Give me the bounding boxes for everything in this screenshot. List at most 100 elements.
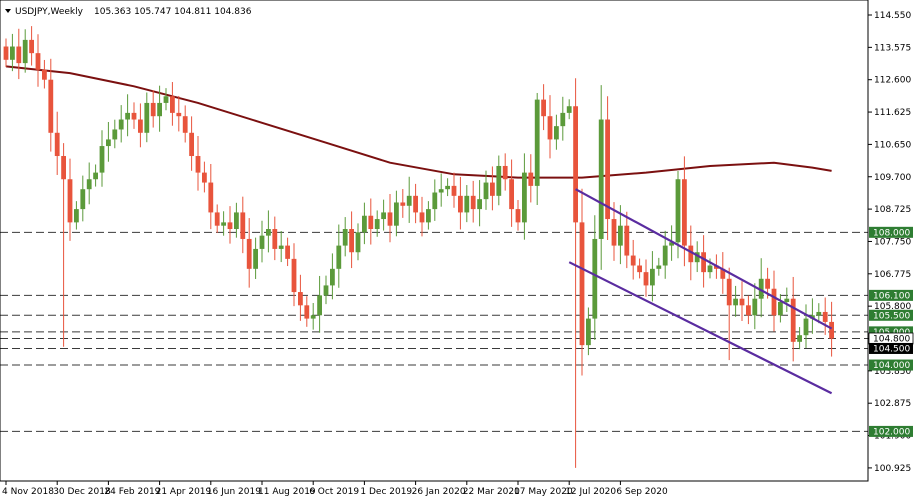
candle-4 [29, 26, 34, 66]
candle-12 [80, 175, 86, 222]
y-tick-1: 113.575 [868, 43, 911, 53]
channel-lower-line[interactable] [568, 261, 833, 395]
candle-72 [464, 185, 470, 223]
channel-upper-line[interactable] [575, 188, 833, 330]
candle-79 [509, 159, 514, 227]
y-tick-9: 105.800 [868, 302, 911, 312]
level-labels: 108.000106.100105.500105.000104.800104.5… [868, 226, 914, 438]
candle-62 [400, 189, 406, 218]
candle-15 [99, 130, 105, 187]
level-label-text: 104.000 [873, 361, 910, 371]
candle-46 [298, 274, 303, 321]
candle-67 [432, 179, 438, 221]
x-tick-label: 1 Dec 2019 [360, 487, 412, 497]
candle-53 [342, 217, 348, 257]
candle-127 [816, 303, 822, 324]
x-tick-label: 11 Aug 2019 [258, 487, 316, 497]
candle-32 [208, 163, 214, 230]
x-tick-11: 12 Jul 2020 [565, 481, 616, 497]
y-tick-label: 106.775 [874, 270, 911, 280]
candle-64 [413, 183, 418, 224]
candle-84 [541, 84, 546, 131]
x-tick-label: 22 Mar 2020 [463, 487, 520, 497]
y-tick-11: 103.850 [868, 367, 911, 377]
y-tick-label: 110.650 [874, 140, 911, 150]
candle-26 [170, 82, 175, 126]
candle-57 [368, 198, 374, 245]
chart-header: USDJPY,Weekly 105.363 105.747 104.811 10… [5, 7, 252, 17]
candle-123 [790, 276, 796, 362]
candle-86 [554, 114, 559, 150]
candle-13 [86, 162, 92, 205]
candle-33 [214, 204, 220, 233]
x-tick-label: 24 Feb 2019 [104, 487, 160, 497]
y-tick-8: 106.775 [868, 270, 911, 280]
candle-0 [3, 38, 9, 67]
candle-20 [131, 102, 137, 129]
candle-120 [771, 270, 777, 332]
x-tick-2: 24 Feb 2019 [104, 481, 161, 497]
candle-77 [496, 155, 502, 206]
candle-25 [163, 88, 169, 111]
candle-70 [451, 172, 457, 208]
candle-21 [138, 103, 143, 148]
y-tick-3: 111.625 [868, 108, 911, 118]
y-tick-label: 109.700 [874, 173, 911, 183]
candle-41 [266, 210, 271, 253]
candle-108 [694, 241, 700, 273]
candle-101 [650, 251, 655, 302]
candle-112 [720, 252, 726, 294]
x-tick-label: 6 Oct 2019 [309, 487, 359, 497]
candle-39 [253, 237, 258, 279]
level-label-0: 108.000 [869, 226, 913, 239]
candle-19 [125, 94, 130, 137]
candle-38 [246, 218, 252, 288]
candle-80 [515, 199, 521, 231]
y-tick-12: 102.875 [868, 399, 911, 409]
candle-2 [16, 28, 22, 80]
ohlc-values: 105.363 105.747 104.811 104.836 [94, 7, 252, 17]
candles-layer [3, 26, 834, 468]
candle-18 [118, 105, 124, 143]
candle-91 [586, 307, 591, 356]
candle-81 [522, 153, 527, 240]
candle-28 [182, 105, 188, 143]
y-tick-4: 110.650 [868, 140, 911, 150]
price-axis: 114.550 113.575 112.600 111.625 110.650 109.7… [868, 11, 911, 474]
y-tick-7: 107.750 [868, 237, 911, 247]
candle-10 [67, 158, 73, 241]
x-tick-3: 21 Apr 2019 [156, 481, 212, 497]
candle-94 [605, 96, 610, 240]
candle-76 [490, 166, 495, 211]
x-tick-label: 12 Jul 2020 [565, 487, 616, 497]
candle-73 [470, 180, 476, 223]
candle-51 [330, 253, 335, 300]
candle-83 [534, 92, 540, 205]
level-label-7: 102.000 [869, 425, 913, 438]
candle-74 [477, 180, 482, 227]
level-label-text: 104.800 [873, 335, 910, 345]
x-tick-label: 21 Apr 2019 [156, 487, 212, 497]
candle-61 [394, 190, 399, 237]
dropdown-triangle-icon[interactable] [5, 9, 11, 13]
y-tick-label: 103.850 [874, 367, 911, 377]
y-tick-2: 112.600 [868, 76, 911, 86]
x-tick-10: 17 May 2020 [514, 481, 573, 497]
candle-5 [35, 34, 41, 87]
candle-82 [528, 154, 534, 203]
candle-68 [438, 173, 444, 207]
candle-6 [42, 59, 47, 89]
candle-50 [323, 275, 329, 305]
candle-22 [144, 92, 150, 143]
candle-40 [259, 220, 265, 263]
candle-114 [733, 285, 738, 317]
candle-78 [502, 153, 508, 191]
x-tick-5: 11 Aug 2019 [258, 481, 316, 497]
level-label-text: 105.500 [873, 311, 910, 321]
candle-9 [61, 143, 66, 347]
candle-43 [278, 231, 284, 263]
candle-44 [285, 237, 290, 267]
candle-109 [701, 235, 706, 288]
plot-frame [0, 0, 869, 482]
